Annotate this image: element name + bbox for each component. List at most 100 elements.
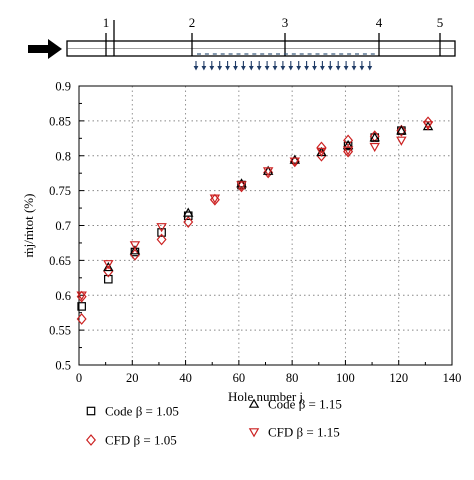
series-triangle-up: [103, 121, 434, 272]
data-point: [289, 154, 301, 164]
data-point: [236, 181, 247, 191]
down-arrow-icon: [320, 61, 325, 71]
y-tick-label: 0.6: [55, 289, 71, 303]
down-arrow-icon: [217, 61, 223, 71]
data-marks: [76, 116, 434, 325]
y-tick-label: 0.55: [49, 324, 71, 338]
data-point: [343, 134, 354, 147]
legend: Code β = 1.05 CFD β = 1.05 Code β = 1.15 CF…: [86, 397, 342, 448]
data-point: [422, 121, 434, 131]
section-label: 4: [376, 15, 383, 30]
down-arrow-icon: [193, 61, 199, 71]
data-point: [129, 248, 140, 261]
x-tick-label: 0: [76, 371, 82, 385]
section-label: 2: [189, 15, 196, 30]
down-arrow-icon: [304, 61, 309, 71]
data-point: [77, 302, 86, 311]
down-arrow-icon: [296, 61, 302, 71]
y-tick-label: 0.75: [49, 184, 71, 198]
data-point: [76, 291, 87, 301]
x-tick-label: 40: [179, 371, 192, 385]
data-point: [103, 261, 114, 272]
right-arrow-icon: [28, 39, 62, 59]
data-point: [103, 265, 114, 278]
down-arrow-icon: [272, 61, 278, 71]
data-point: [209, 194, 221, 204]
legend-marker: [248, 428, 260, 438]
y-tick-label: 0.7: [55, 219, 71, 233]
data-point: [369, 142, 380, 153]
y-tick-label: 0.65: [49, 254, 71, 268]
plot-frame: [78, 85, 453, 366]
y-tick-label: 0.5: [55, 359, 71, 373]
x-tick-label: 60: [233, 371, 246, 385]
series-square: [77, 126, 406, 311]
down-arrow-icon: [280, 61, 286, 71]
data-point: [396, 125, 407, 135]
data-point: [236, 178, 247, 188]
legend-label: CFD β = 1.05: [105, 433, 177, 448]
down-arrow-icon: [327, 61, 333, 71]
down-arrow-icon: [288, 61, 294, 71]
x-tick-label: 120: [389, 371, 408, 385]
y-tick-label: 0.9: [55, 80, 71, 94]
down-arrow-icon: [256, 61, 262, 71]
axis-ticks: 0 20 40 60 80 100 120 140 0.5 0.55 0.6 0.65 0.7 0.75 0…: [49, 80, 461, 386]
down-arrow-icon: [241, 61, 246, 71]
down-arrow-icon: [312, 61, 317, 71]
down-arrow-icon: [359, 61, 365, 71]
down-arrow-icon: [367, 61, 373, 71]
x-tick-label: 20: [126, 371, 139, 385]
data-point: [104, 274, 113, 284]
legend-label: Code β = 1.05: [105, 404, 179, 419]
data-point: [289, 157, 301, 167]
down-arrow-icon: [225, 61, 230, 71]
down-arrow-icon: [335, 61, 341, 71]
x-tick-label: 80: [286, 371, 299, 385]
data-point: [262, 167, 274, 177]
data-point: [316, 147, 327, 157]
legend-label: CFD β = 1.15: [268, 425, 340, 440]
down-arrow-icon: [264, 61, 270, 71]
section-label: 1: [103, 15, 110, 30]
data-point: [342, 146, 354, 156]
outflow-arrows: [193, 61, 373, 71]
data-point: [156, 233, 167, 246]
legend-marker: [248, 398, 260, 408]
section-markers: 1 2 3 4 5: [103, 15, 443, 56]
x-tick-label: 100: [336, 371, 355, 385]
down-arrow-icon: [248, 61, 254, 71]
legend-label: Code β = 1.15: [268, 397, 342, 412]
data-point: [316, 141, 327, 154]
down-arrow-icon: [343, 61, 349, 71]
down-arrow-icon: [201, 61, 207, 71]
data-point: [183, 207, 194, 217]
section-label: 3: [282, 15, 289, 30]
data-point: [157, 228, 166, 237]
data-point: [156, 223, 167, 233]
x-axis-label: Hole number j: [228, 389, 303, 404]
data-point: [76, 313, 87, 325]
channel-schematic: 1 2 3 4 5: [28, 15, 456, 71]
y-tick-label: 0.8: [55, 149, 71, 163]
grid-lines: [79, 86, 452, 365]
data-point: [369, 132, 380, 142]
y-axis-label: ṁj/ṁtot (%): [21, 194, 36, 258]
data-point: [342, 139, 354, 150]
down-arrow-icon: [209, 61, 215, 71]
data-point: [396, 124, 407, 137]
legend-marker: [86, 406, 96, 416]
down-arrow-icon: [233, 61, 238, 71]
chart: 0 20 40 60 80 100 120 140 0.5 0.55 0.6 0.65 0.7 0.75 0…: [21, 80, 461, 448]
data-point: [423, 116, 434, 129]
data-point: [129, 245, 141, 255]
x-tick-label: 140: [443, 371, 462, 385]
down-arrow-icon: [351, 61, 357, 71]
series-triangle-down: [76, 121, 434, 301]
data-point: [129, 241, 141, 251]
y-tick-label: 0.85: [49, 114, 71, 128]
data-point: [103, 260, 114, 270]
data-point: [183, 216, 194, 228]
legend-marker: [86, 434, 96, 446]
